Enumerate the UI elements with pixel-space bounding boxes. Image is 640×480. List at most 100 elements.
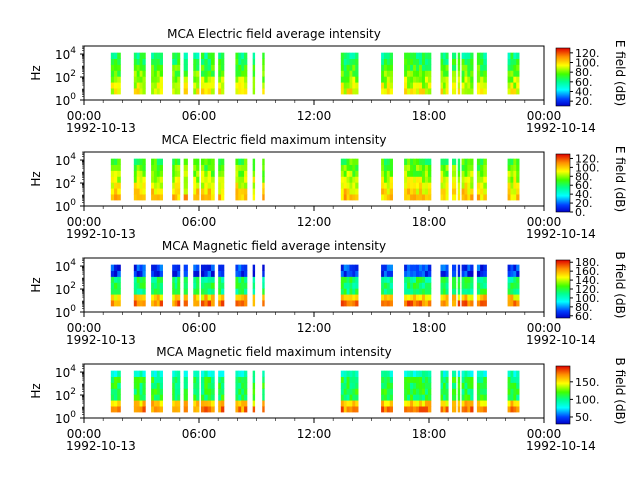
- data-block: [404, 52, 432, 95]
- spectrum-cell: [244, 176, 248, 183]
- spectrum-cell: [193, 182, 197, 189]
- spectrum-cell: [142, 64, 146, 71]
- spectrum-cell: [343, 158, 347, 165]
- spectrum-cell: [461, 382, 465, 389]
- spectrum-cell: [407, 194, 411, 201]
- spectrum-cell: [244, 288, 248, 295]
- spectrum-cell: [174, 182, 178, 189]
- spectrum-cell: [221, 264, 225, 271]
- spectrum-cell: [238, 194, 242, 201]
- spectrum-cell: [133, 58, 138, 65]
- spectrum-cell: [418, 276, 423, 283]
- spectrum-cell: [136, 82, 140, 89]
- spectrum-cell: [218, 394, 222, 401]
- spectrum-cell: [383, 276, 388, 283]
- spectrum-cell: [207, 388, 212, 395]
- spectrum-cell: [452, 288, 457, 295]
- spectrum-cell: [241, 406, 245, 413]
- spectrum-cell: [413, 52, 417, 59]
- spectrum-cell: [480, 294, 484, 301]
- spectrum-cell: [421, 182, 426, 189]
- spectrum-cell: [381, 270, 385, 277]
- spectrum-cell: [204, 64, 209, 71]
- spectrum-cell: [183, 52, 188, 59]
- spectrum-cell: [207, 88, 212, 95]
- spectrum-cell: [151, 282, 155, 289]
- spectrum-cell: [193, 52, 197, 59]
- spectrum-cell: [452, 182, 457, 189]
- spectrum-cell: [114, 164, 118, 171]
- spectrum-cell: [510, 282, 514, 289]
- colorbar-tick-label: 120.: [575, 283, 600, 296]
- data-block: [457, 370, 461, 413]
- spectrum-cell: [142, 82, 146, 89]
- spectrum-cell: [262, 188, 265, 195]
- spectrum-cell: [452, 282, 457, 289]
- spectrum-cell: [172, 376, 176, 383]
- spectrum-cell: [355, 164, 359, 171]
- spectrum-cell: [349, 182, 353, 189]
- spectrum-cell: [117, 64, 121, 71]
- data-block: [461, 264, 474, 307]
- spectrum-cell: [142, 388, 146, 395]
- spectrum-cell: [142, 176, 146, 183]
- spectrum-cell: [114, 58, 118, 65]
- spectrum-cell: [346, 64, 350, 71]
- spectrogram-panel: MCA Electric field maximum intensityHz10…: [29, 133, 627, 241]
- spectrum-cell: [413, 294, 417, 301]
- spectrum-cell: [200, 394, 205, 401]
- spectrum-cell: [510, 82, 514, 89]
- spectrum-cell: [193, 194, 197, 201]
- spectrum-cell: [407, 76, 411, 83]
- spectrum-cell: [413, 288, 417, 295]
- spectrum-cell: [480, 164, 484, 171]
- x-tick-date: 1992-10-14: [526, 333, 596, 347]
- spectrum-cell: [153, 194, 158, 201]
- spectrum-cell: [413, 64, 417, 71]
- spectrum-cell: [262, 270, 265, 277]
- spectrum-cell: [457, 88, 461, 95]
- spectrum-cell: [110, 300, 115, 307]
- spectrum-cell: [244, 58, 248, 65]
- spectrum-cell: [241, 388, 245, 395]
- spectrum-cell: [445, 300, 449, 307]
- spectrum-cell: [352, 376, 356, 383]
- spectrum-cell: [252, 294, 256, 301]
- spectrum-cell: [413, 270, 417, 277]
- spectrum-cell: [142, 270, 146, 277]
- spectrum-cell: [445, 376, 449, 383]
- y-tick-base: 10: [55, 154, 70, 168]
- colorbar-tick-label: 50.: [575, 411, 593, 424]
- spectrum-cell: [262, 158, 265, 165]
- spectrum-cell: [241, 88, 245, 95]
- spectrum-cell: [172, 170, 176, 177]
- spectrum-cell: [133, 288, 138, 295]
- spectrum-cell: [207, 70, 212, 77]
- x-tick-time: 18:00: [412, 109, 447, 123]
- spectrum-cell: [207, 58, 212, 65]
- spectrum-cell: [352, 294, 356, 301]
- spectrum-cell: [183, 270, 188, 277]
- spectrum-cell: [241, 300, 245, 307]
- spectrum-cell: [424, 394, 429, 401]
- spectrum-cell: [407, 188, 411, 195]
- spectrum-cell: [457, 300, 461, 307]
- spectrum-cell: [174, 88, 178, 95]
- colorbar-tick-label: 120.: [575, 47, 600, 60]
- spectrum-cell: [139, 370, 143, 377]
- spectrum-cell: [210, 282, 215, 289]
- spectrum-cell: [445, 264, 449, 271]
- spectrum-cell: [507, 382, 511, 389]
- spectrum-cell: [151, 288, 155, 295]
- spectrum-cell: [443, 282, 447, 289]
- spectrum-cell: [418, 406, 423, 413]
- spectrum-cell: [381, 370, 385, 377]
- spectrum-cell: [461, 370, 465, 377]
- spectrum-cell: [244, 64, 248, 71]
- spectrum-cell: [193, 394, 197, 401]
- spectrum-cell: [418, 158, 423, 165]
- spectrum-cell: [117, 182, 121, 189]
- spectrum-cell: [443, 388, 447, 395]
- spectrum-cell: [516, 82, 520, 89]
- spectrum-cell: [349, 164, 353, 171]
